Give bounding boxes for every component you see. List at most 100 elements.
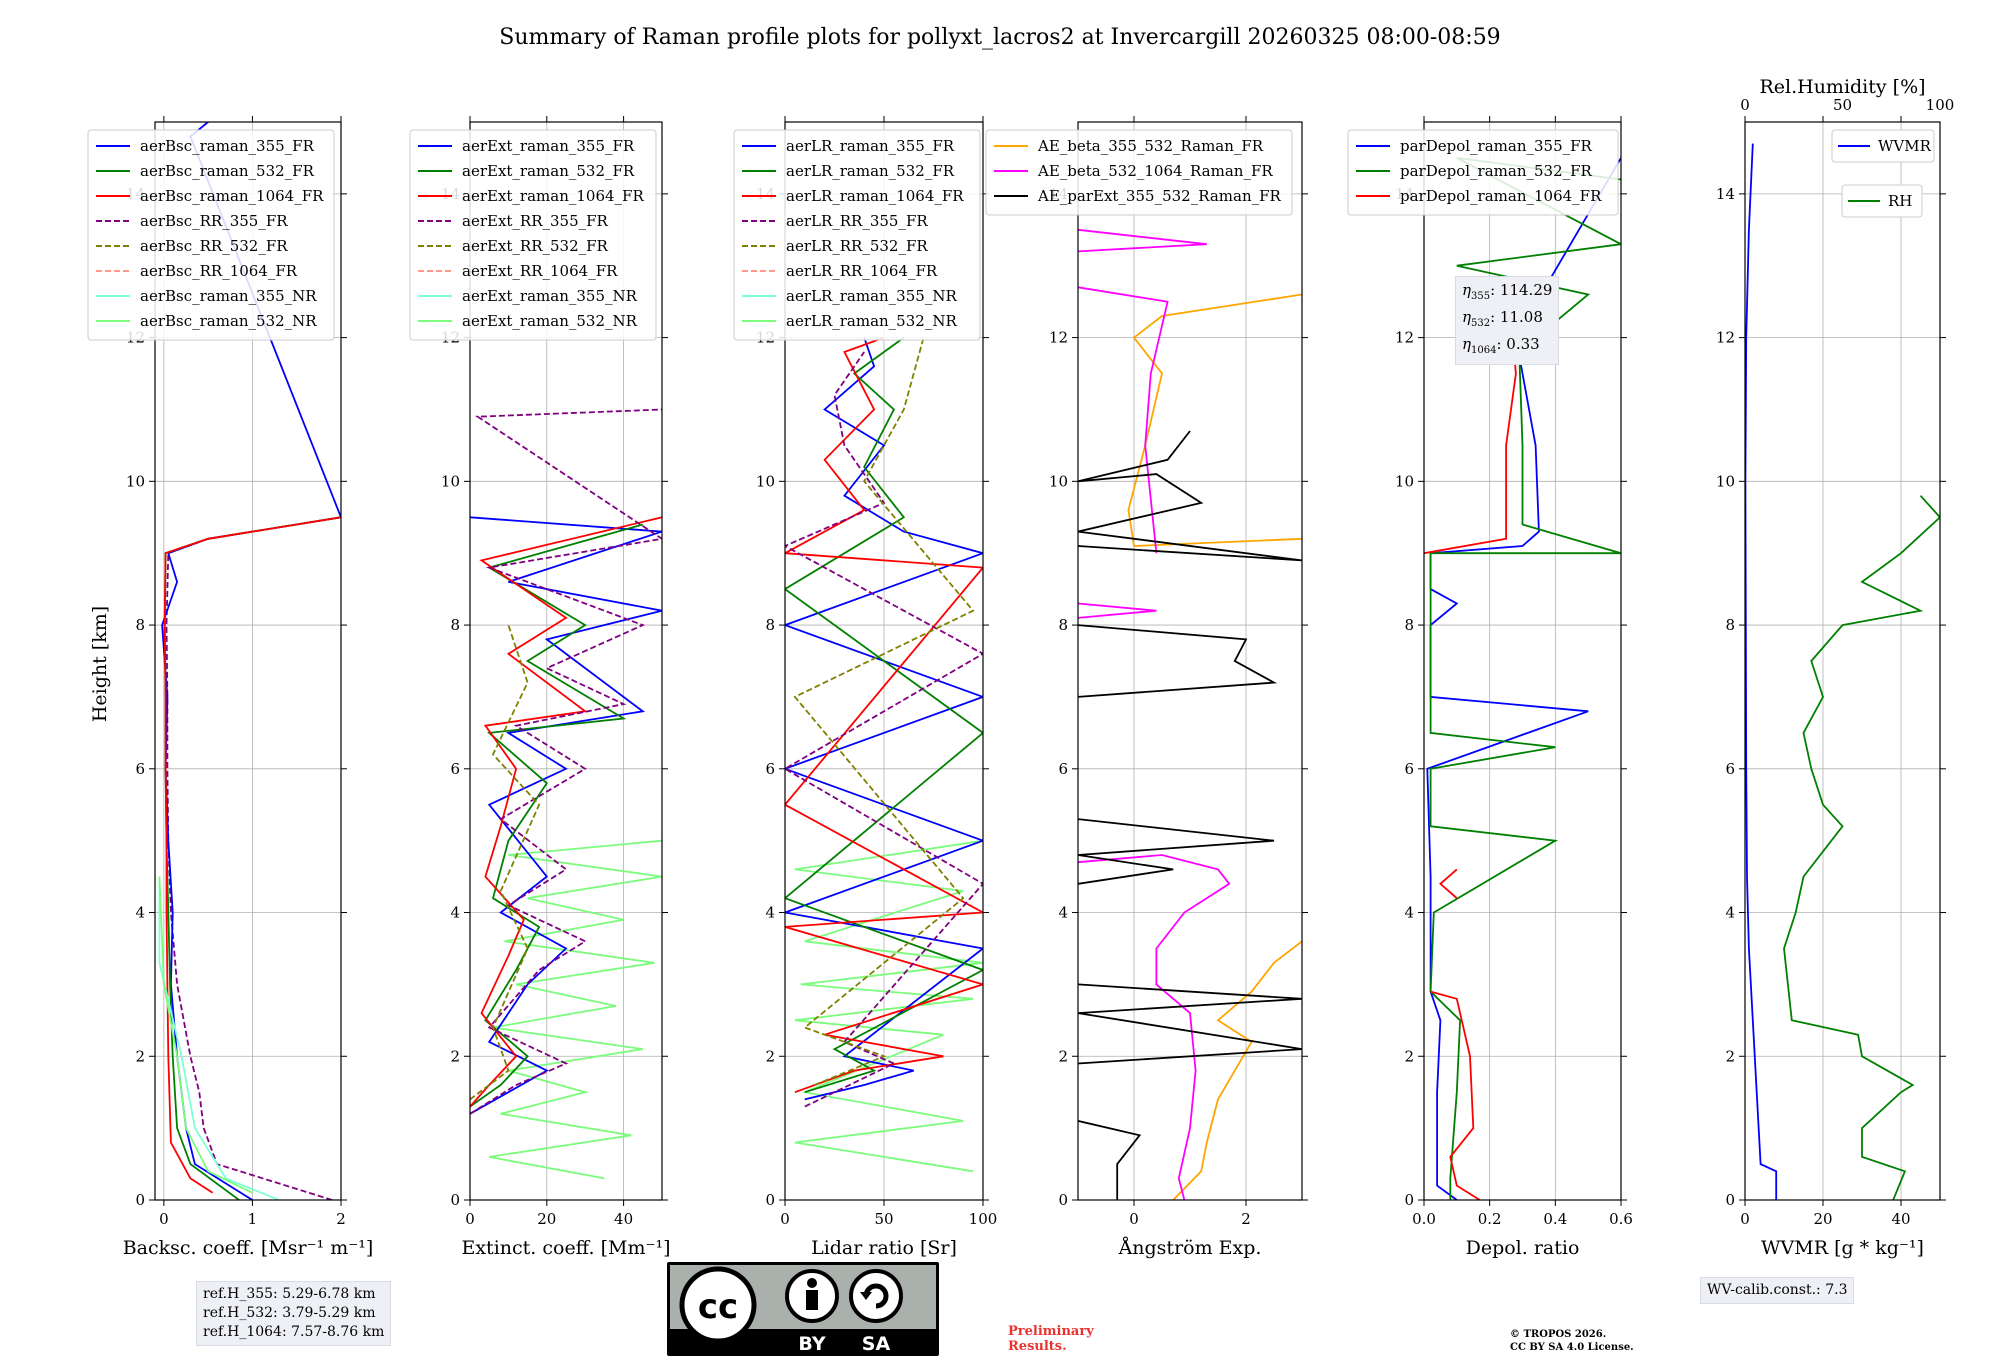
series-line bbox=[1078, 983, 1302, 1065]
series-line bbox=[158, 876, 253, 1194]
lr-legend: aerLR_raman_355_FR aerLR_raman_532_FR aerL… bbox=[733, 129, 981, 341]
x-tick-label: 20 bbox=[537, 1210, 556, 1228]
series-line bbox=[793, 337, 975, 1086]
x-tick-label: 20 bbox=[1813, 1210, 1832, 1228]
legend-label: aerBsc_RR_355_FR bbox=[140, 212, 288, 230]
series-line bbox=[1078, 430, 1302, 562]
y-axis-label: Height [km] bbox=[89, 606, 111, 722]
series-line bbox=[785, 336, 983, 1094]
series-line bbox=[470, 624, 541, 1101]
legend-label: aerLR_raman_532_FR bbox=[786, 162, 955, 180]
series-line bbox=[1078, 1120, 1142, 1200]
top-axis-label: Rel.Humidity [%] bbox=[1759, 76, 1925, 98]
y-tick-label: 10 bbox=[1049, 472, 1068, 490]
top-tick-label: 100 bbox=[1926, 96, 1955, 114]
x-tick-label: 0 bbox=[1129, 1210, 1139, 1228]
x-tick-label: 1 bbox=[248, 1210, 258, 1228]
x-tick-label: 0.4 bbox=[1543, 1210, 1567, 1228]
cc-logo-icon bbox=[679, 1266, 757, 1344]
y-tick-label: 6 bbox=[135, 760, 145, 778]
lr-panel: 02468101214050100Lidar ratio [Sr]aerLR_r… bbox=[733, 116, 997, 1259]
legend-label: aerExt_raman_1064_FR bbox=[462, 187, 644, 205]
x-axis-label: Depol. ratio bbox=[1466, 1237, 1580, 1259]
ext-series bbox=[470, 408, 662, 1180]
top-tick-label: 0 bbox=[1740, 96, 1750, 114]
series-line bbox=[163, 516, 341, 1200]
y-tick-label: 4 bbox=[765, 904, 775, 922]
y-tick-label: 8 bbox=[765, 616, 775, 634]
x-axis-label: Lidar ratio [Sr] bbox=[811, 1237, 957, 1259]
legend-label: RH bbox=[1888, 192, 1912, 210]
lr-series bbox=[785, 336, 983, 1173]
y-tick-label: 10 bbox=[126, 472, 145, 490]
y-tick-label: 0 bbox=[765, 1191, 775, 1209]
panels: 02468101214012Backsc. coeff. [Msr⁻¹ m⁻¹]… bbox=[87, 76, 1955, 1259]
series-line bbox=[470, 516, 662, 1108]
x-tick-label: 0.6 bbox=[1609, 1210, 1633, 1228]
series-line bbox=[1078, 624, 1278, 698]
series-line bbox=[470, 408, 662, 1115]
share-alike-icon bbox=[849, 1269, 903, 1323]
series-line bbox=[1745, 143, 1778, 1200]
y-tick-label: 12 bbox=[1716, 329, 1735, 347]
series-line bbox=[794, 839, 983, 1173]
ae-series bbox=[1078, 228, 1302, 1200]
legend-label: aerBsc_raman_1064_FR bbox=[140, 187, 324, 205]
eta-355: η355: 114.29 bbox=[1462, 281, 1553, 302]
series-line bbox=[785, 336, 983, 1094]
legend-label: aerExt_raman_355_NR bbox=[462, 287, 638, 305]
y-tick-label: 2 bbox=[135, 1047, 145, 1065]
legend-label: aerBsc_RR_532_FR bbox=[140, 237, 288, 255]
series-line bbox=[158, 876, 280, 1200]
x-tick-label: 0 bbox=[1740, 1210, 1750, 1228]
series-line bbox=[1078, 602, 1157, 619]
legend-label: AE_beta_355_532_Raman_FR bbox=[1037, 137, 1264, 155]
y-tick-label: 0 bbox=[1058, 1191, 1068, 1209]
axes-frame bbox=[1077, 121, 1303, 1201]
y-tick-label: 6 bbox=[765, 760, 775, 778]
legend-label: AE_parExt_355_532_Raman_FR bbox=[1037, 187, 1282, 205]
series-line bbox=[489, 839, 662, 1180]
y-tick-label: 4 bbox=[1058, 904, 1068, 922]
legend-label: parDepol_raman_355_FR bbox=[1400, 137, 1593, 155]
legend-label: aerLR_raman_532_NR bbox=[786, 312, 957, 330]
eta-1064: η1064: 0.33 bbox=[1462, 335, 1540, 356]
y-tick-label: 4 bbox=[1404, 904, 1414, 922]
legend-label: aerBsc_raman_532_NR bbox=[140, 312, 317, 330]
legend-label: aerBsc_RR_1064_FR bbox=[140, 262, 298, 280]
ref-height-355: ref.H_355: 5.29-6.78 km bbox=[203, 1286, 376, 1302]
legend-label: aerLR_raman_355_FR bbox=[786, 137, 955, 155]
wv-series bbox=[1745, 143, 1940, 1200]
y-tick-label: 10 bbox=[756, 472, 775, 490]
ext-legend: aerExt_raman_355_FR aerExt_raman_532_FRae… bbox=[409, 129, 657, 341]
x-tick-label: 0 bbox=[465, 1210, 475, 1228]
series-line bbox=[1172, 940, 1302, 1200]
x-tick-label: 0.0 bbox=[1412, 1210, 1436, 1228]
y-tick-label: 0 bbox=[1404, 1191, 1414, 1209]
series-line bbox=[1429, 157, 1621, 1200]
legend-label: aerExt_RR_355_FR bbox=[462, 212, 609, 230]
y-tick-label: 0 bbox=[135, 1191, 145, 1209]
legend-label: aerExt_raman_355_FR bbox=[462, 137, 635, 155]
ae-legend: AE_beta_355_532_Raman_FR AE_beta_532_1064… bbox=[985, 129, 1293, 216]
legend-label: aerLR_raman_355_NR bbox=[786, 287, 957, 305]
legend-label: parDepol_raman_1064_FR bbox=[1400, 187, 1602, 205]
y-tick-label: 8 bbox=[1058, 616, 1068, 634]
legend-label: aerExt_raman_532_FR bbox=[462, 162, 635, 180]
series-line bbox=[1127, 293, 1302, 547]
y-tick-label: 6 bbox=[1058, 760, 1068, 778]
series-line bbox=[1078, 818, 1275, 885]
y-tick-label: 2 bbox=[1058, 1047, 1068, 1065]
legend-label: aerExt_RR_1064_FR bbox=[462, 262, 618, 280]
series-line bbox=[785, 337, 983, 1101]
x-tick-label: 0 bbox=[159, 1210, 169, 1228]
y-tick-label: 10 bbox=[1395, 472, 1414, 490]
preliminary-note: Preliminary Results. bbox=[1008, 1324, 1094, 1354]
y-tick-label: 4 bbox=[450, 904, 460, 922]
x-tick-label: 0.2 bbox=[1478, 1210, 1502, 1228]
series-line bbox=[1439, 868, 1458, 899]
y-tick-label: 10 bbox=[1716, 472, 1735, 490]
ext-panel: 0246810121402040Extinct. coeff. [Mm⁻¹]ae… bbox=[409, 116, 671, 1259]
figure-title: Summary of Raman profile plots for polly… bbox=[499, 25, 1500, 50]
